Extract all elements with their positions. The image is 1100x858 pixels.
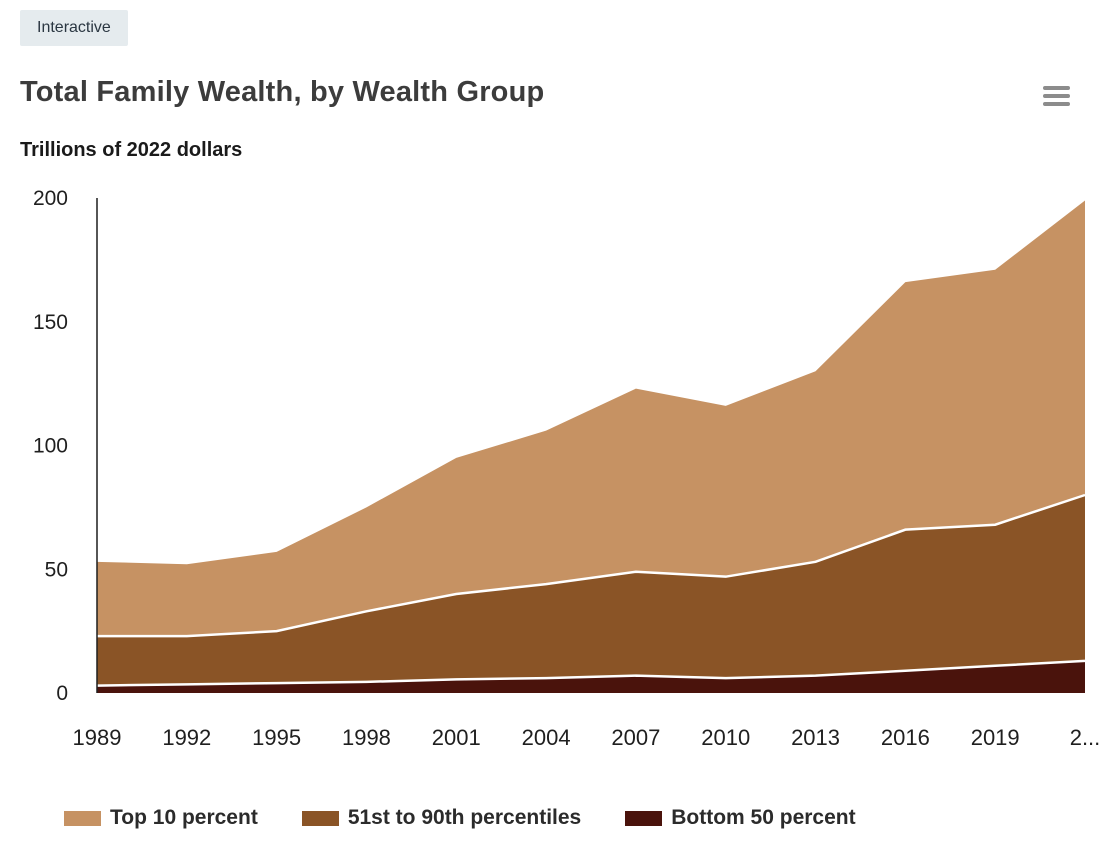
hamburger-menu-icon[interactable] [1041,80,1072,112]
svg-text:0: 0 [56,682,68,705]
svg-text:2019: 2019 [971,725,1020,750]
svg-text:200: 200 [33,187,68,210]
legend-item-51st-to-90th: 51st to 90th percentiles [301,806,582,830]
legend-item-top-10-percent: Top 10 percent [64,806,258,830]
svg-text:1995: 1995 [252,725,301,750]
legend-swatch-bottom-50-percent [625,810,663,826]
legend-label: Top 10 percent [110,806,258,829]
svg-text:2001: 2001 [432,725,481,750]
interactive-badge: Interactive [20,10,128,46]
legend-label: Bottom 50 percent [671,806,856,829]
svg-text:100: 100 [33,435,68,458]
chart-legend: Top 10 percent 51st to 90th percentiles … [64,806,1080,830]
svg-text:1989: 1989 [73,725,122,750]
legend-label: 51st to 90th percentiles [347,806,582,829]
svg-text:50: 50 [45,558,68,581]
chart-title: Total Family Wealth, by Wealth Group [20,76,545,108]
svg-text:2004: 2004 [522,725,571,750]
menu-bar [1043,86,1070,90]
svg-text:150: 150 [33,311,68,334]
svg-text:1992: 1992 [162,725,211,750]
svg-text:2016: 2016 [881,725,930,750]
svg-text:1998: 1998 [342,725,391,750]
legend-item-bottom-50-percent: Bottom 50 percent [625,806,856,830]
menu-bar [1043,102,1070,106]
svg-text:2013: 2013 [791,725,840,750]
svg-text:2007: 2007 [611,725,660,750]
menu-bar [1043,94,1070,98]
chart-subtitle: Trillions of 2022 dollars [20,139,243,161]
legend-swatch-51st-to-90th [301,810,339,826]
svg-text:2010: 2010 [701,725,750,750]
stacked-area-chart[interactable]: 0 50 100 150 200 1989 1992 1995 1998 2001 2004 2007… [0,185,1100,785]
legend-swatch-top-10-percent [64,810,101,826]
svg-text:2...: 2... [1070,725,1100,750]
chart-canvas[interactable]: 0 50 100 150 200 1989 1992 1995 1998 2001 2004 2007… [0,185,1100,785]
chart-header: Total Family Wealth, by Wealth Group [20,76,1072,112]
